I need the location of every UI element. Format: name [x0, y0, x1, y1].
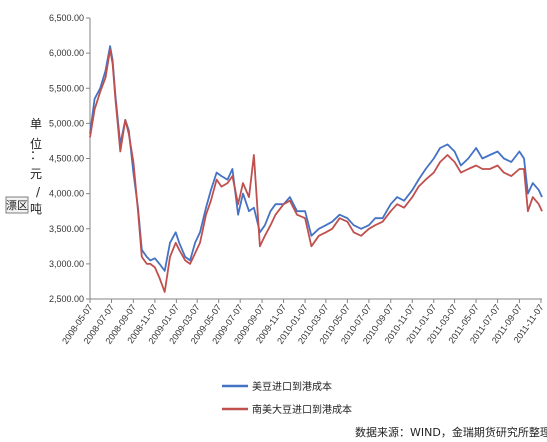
- series-line-0: [89, 45, 543, 272]
- y-tick-label: 4,000.00: [49, 189, 84, 199]
- y-tick-label: 2,500.00: [49, 294, 84, 304]
- series-line-1: [89, 48, 543, 293]
- y-ticks: 6,500.00 6,000.00 5,500.00 5,000.00 4,500.00…: [49, 13, 90, 304]
- series-lines: [89, 45, 543, 293]
- y-tick-label: 5,500.00: [49, 83, 84, 93]
- legend-label-0: 美豆进口到港成本: [252, 380, 332, 393]
- y-axis-label-char: 位: [30, 136, 42, 151]
- legend: 美豆进口到港成本 南美大豆进口到港成本: [222, 380, 352, 416]
- source-note: 数据来源：WIND，金瑞期货研究所整理: [355, 425, 547, 439]
- y-axis-label-char: /: [36, 185, 41, 199]
- y-tick-label: 4,500.00: [49, 154, 84, 164]
- y-tick-label: 6,500.00: [49, 13, 84, 23]
- y-axis-label-char: 单: [30, 117, 42, 131]
- y-axis-label-char: ：: [30, 148, 42, 162]
- y-tick-label: 3,500.00: [49, 224, 84, 234]
- y-axis-label-char: 元: [30, 167, 42, 181]
- y-tick-label: 6,000.00: [49, 48, 84, 58]
- legend-label-1: 南美大豆进口到港成本: [252, 403, 352, 416]
- y-tick-label: 5,000.00: [49, 118, 84, 128]
- y-tick-label: 3,000.00: [49, 259, 84, 269]
- y-axis-label-char: 吨: [30, 202, 42, 216]
- y-axis-label: 单位： 元 / 吨: [30, 117, 42, 216]
- stamp-label: 漂区: [6, 199, 28, 212]
- stamp-box: 漂区: [5, 196, 29, 214]
